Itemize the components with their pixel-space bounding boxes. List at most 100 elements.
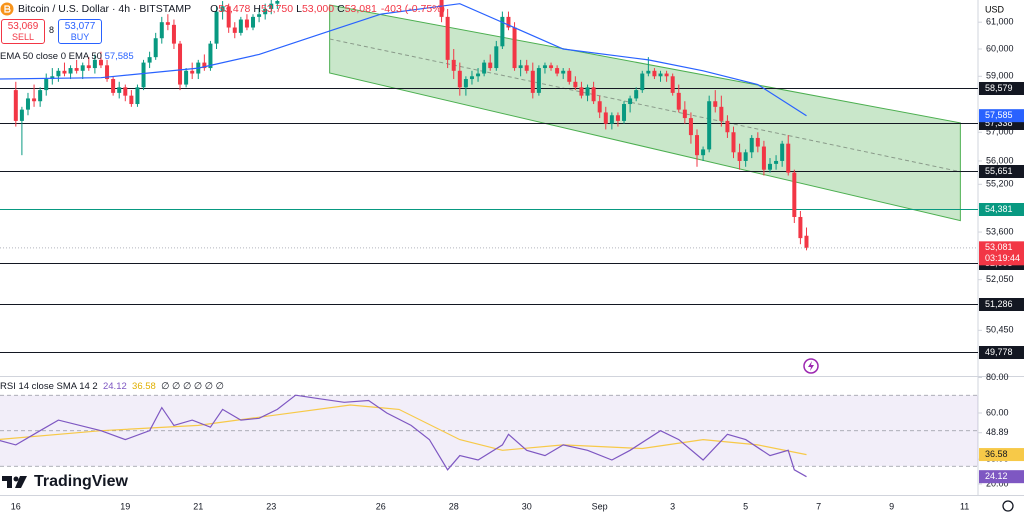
candle-body	[238, 19, 243, 33]
candle-body	[682, 109, 687, 119]
change: -403 (-0.75%)	[380, 3, 446, 15]
candle-body	[251, 16, 256, 28]
candle-body	[263, 8, 268, 15]
indicator-value: 57,585	[104, 51, 134, 62]
sell-price: 53,069	[7, 21, 39, 32]
ema-label-box	[979, 109, 1024, 123]
candle-body	[549, 65, 554, 69]
candle-body	[597, 101, 602, 113]
candle-body	[25, 98, 30, 110]
candle-body	[518, 65, 523, 69]
level-label: 58,579	[985, 83, 1013, 93]
rsi-y-tick-label: 48.89	[986, 427, 1009, 437]
candle-body	[713, 101, 718, 107]
candle-body	[220, 6, 225, 12]
candle-body	[767, 163, 772, 170]
candle-body	[792, 172, 797, 217]
x-tick-label: 21	[193, 501, 203, 511]
rsi-sma-value: 36.58	[132, 381, 156, 392]
y-tick-label: 61,000	[986, 17, 1014, 27]
candle-body	[80, 65, 85, 71]
candle-body	[688, 118, 693, 136]
candle-body	[731, 132, 736, 153]
buy-button[interactable]: 53,077 BUY	[58, 19, 102, 44]
candle-body	[135, 87, 140, 105]
last-price-label: 53,081	[985, 242, 1013, 252]
candle-body	[634, 90, 639, 99]
rsi-line	[0, 394, 807, 478]
candle-body	[725, 120, 730, 133]
candle-body	[147, 57, 152, 63]
settings-icon[interactable]	[1002, 500, 1014, 512]
symbol-title: Bitcoin / U.S. Dollar · 4h · BITSTAMP	[18, 3, 192, 15]
candle-body	[609, 115, 614, 124]
level-label: 49,778	[985, 347, 1013, 357]
countdown: 03:19:44	[985, 253, 1020, 263]
candle-body	[92, 59, 97, 69]
candle-body	[32, 98, 37, 102]
candle-body	[622, 104, 627, 121]
x-tick-label: 11	[960, 501, 969, 511]
candle-body	[530, 70, 535, 93]
candle-body	[780, 143, 785, 161]
candle-body	[123, 87, 128, 96]
candle-body	[701, 149, 706, 156]
rsi-title: RSI 14 close SMA 14 2	[0, 381, 98, 392]
candle-body	[743, 152, 748, 161]
x-tick-label: Sep	[592, 501, 608, 511]
candle-body	[676, 92, 681, 110]
ohlc: O53,478 H53,750 L53,000 C53,081	[207, 3, 377, 15]
brand: TradingView	[2, 473, 128, 491]
ohlc-key: O	[210, 3, 219, 15]
candle-body	[798, 216, 803, 239]
last-price-box	[979, 241, 1024, 266]
indicator-name: EMA 50 close 0 EMA 50	[0, 51, 102, 62]
ohlc-value: 53,000	[301, 3, 335, 15]
sell-label: SELL	[11, 32, 35, 42]
rsi-sma-box	[979, 448, 1024, 462]
axes: 61,000 60,000 59,000 57,000 56,000 55,200 53,6…	[11, 17, 1024, 511]
candle-body	[603, 112, 608, 124]
candle-body	[202, 62, 207, 69]
y-tick-label: 52,050	[986, 274, 1014, 284]
candle-body	[190, 70, 195, 74]
ohlc-key: H	[253, 3, 261, 15]
candle-body	[165, 22, 170, 25]
brand-logo	[2, 476, 27, 488]
x-tick-label: 26	[376, 501, 386, 511]
candle-body	[476, 73, 481, 77]
candle-body	[670, 76, 675, 93]
candle-body	[573, 81, 578, 88]
candle-body	[579, 87, 584, 96]
candle-body	[451, 59, 456, 71]
y-tick-label: 57,000	[986, 127, 1014, 137]
rsi-pane	[0, 394, 978, 478]
channel-midline	[329, 38, 961, 173]
ema-line	[0, 3, 807, 117]
sell-button[interactable]: 53,069 SELL	[1, 19, 45, 44]
candle-body	[171, 24, 176, 44]
y-tick-label: 60,000	[986, 43, 1014, 53]
y-tick-label: 56,000	[986, 155, 1014, 165]
rsi-value-label: 24.12	[985, 471, 1008, 481]
candle-body	[111, 79, 116, 93]
candle-body	[640, 73, 645, 91]
ohlc-value: 53,081	[344, 3, 377, 15]
rsi-sma-label: 36.58	[985, 449, 1008, 459]
candle-body	[506, 16, 511, 28]
candle-body	[62, 70, 67, 74]
candle-body	[749, 137, 754, 153]
candle-body	[737, 152, 742, 161]
candle-body	[707, 101, 712, 150]
candle-body	[19, 109, 24, 121]
candle-body	[561, 70, 566, 74]
candle-body	[50, 76, 55, 80]
candle-body	[463, 79, 468, 88]
x-tick-label: 19	[120, 501, 130, 511]
y-tick-label: 50,450	[986, 325, 1014, 335]
alert-icon[interactable]	[803, 358, 819, 374]
candle-body	[159, 22, 164, 39]
brand-name: TradingView	[34, 473, 128, 490]
candle-body	[153, 38, 158, 58]
